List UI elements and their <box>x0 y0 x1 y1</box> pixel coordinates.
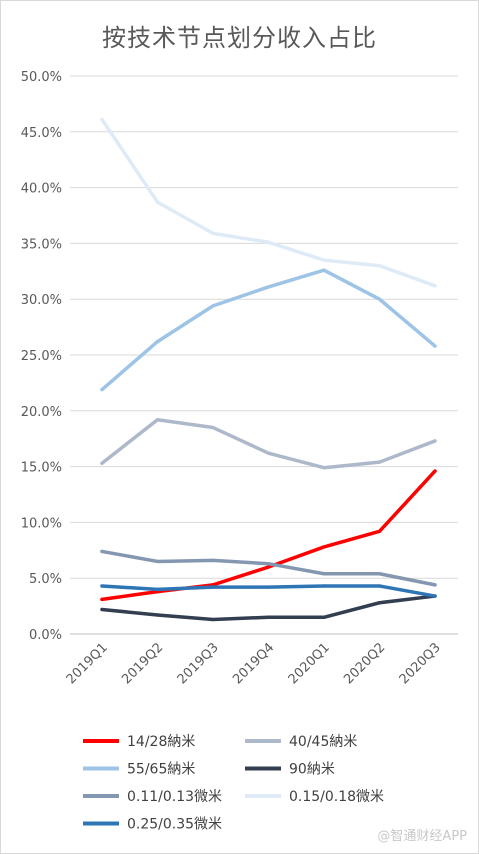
y-tick-label: 10.0% <box>21 516 62 531</box>
data-point <box>377 572 382 576</box>
x-tick-label: 2020Q1 <box>286 640 333 687</box>
data-point <box>211 617 215 622</box>
data-point <box>100 461 104 465</box>
legend-label: 40/45納米 <box>289 734 357 750</box>
legend-label: 0.11/0.13微米 <box>127 789 222 805</box>
data-point <box>100 584 104 588</box>
data-point <box>155 340 160 344</box>
data-point <box>100 597 104 602</box>
data-point <box>433 344 437 348</box>
data-point <box>155 613 160 617</box>
data-point <box>377 297 382 301</box>
data-point <box>211 304 215 308</box>
data-point <box>211 231 215 235</box>
y-tick-label: 45.0% <box>21 126 62 141</box>
data-point <box>433 583 437 587</box>
x-tick-label: 2019Q4 <box>230 640 277 687</box>
y-tick-label: 5.0% <box>29 572 62 587</box>
data-point <box>377 584 382 588</box>
legend-label: 0.25/0.35微米 <box>127 817 222 833</box>
y-tick-label: 25.0% <box>21 349 62 364</box>
data-point <box>322 572 326 576</box>
data-point <box>322 466 326 470</box>
data-point <box>322 584 326 588</box>
x-tick-label: 2020Q2 <box>341 640 388 687</box>
y-tick-label: 30.0% <box>21 293 62 308</box>
data-point <box>100 387 104 392</box>
x-tick-label: 2019Q1 <box>64 640 111 687</box>
data-point <box>266 615 271 619</box>
data-point <box>322 258 326 262</box>
x-tick-label: 2020Q3 <box>397 640 444 687</box>
data-point <box>433 284 437 288</box>
data-point <box>322 615 326 619</box>
data-point <box>266 562 271 566</box>
legend-label: 90納米 <box>289 762 335 778</box>
data-point <box>377 601 382 605</box>
data-point <box>377 529 382 533</box>
data-point <box>211 558 215 562</box>
data-point <box>266 585 271 589</box>
data-point <box>322 268 326 272</box>
data-point <box>433 439 437 443</box>
x-tick-label: 2019Q3 <box>175 640 222 687</box>
series-line <box>100 469 437 602</box>
series-line <box>100 117 437 288</box>
data-point <box>155 587 160 591</box>
legend-label: 55/65納米 <box>127 762 195 778</box>
y-tick-label: 15.0% <box>21 461 62 476</box>
y-tick-label: 0.0% <box>29 628 62 643</box>
data-point <box>100 549 104 554</box>
data-point <box>266 451 271 455</box>
watermark: @智通财经APP <box>377 829 467 844</box>
y-tick-label: 40.0% <box>21 182 62 197</box>
y-tick-label: 35.0% <box>21 237 62 252</box>
x-tick-label: 2019Q2 <box>119 640 166 687</box>
data-point <box>100 117 104 122</box>
data-point <box>266 240 271 244</box>
data-point <box>266 285 271 289</box>
data-point <box>322 545 326 549</box>
data-point <box>266 565 271 569</box>
data-point <box>100 607 104 612</box>
legend-label: 0.15/0.18微米 <box>289 789 384 805</box>
data-point <box>377 264 382 268</box>
data-point <box>155 200 160 204</box>
data-point <box>211 425 215 430</box>
series-line <box>100 417 437 470</box>
data-point <box>377 460 382 464</box>
data-point <box>155 418 160 422</box>
chart-title: 按技术节点划分收入占比 <box>102 24 377 52</box>
y-tick-label: 20.0% <box>21 405 62 420</box>
legend-label: 14/28納米 <box>127 734 195 750</box>
y-tick-label: 50.0% <box>21 70 62 85</box>
data-point <box>155 559 160 564</box>
data-point <box>433 469 437 473</box>
data-point <box>211 585 215 589</box>
data-point <box>433 594 437 598</box>
